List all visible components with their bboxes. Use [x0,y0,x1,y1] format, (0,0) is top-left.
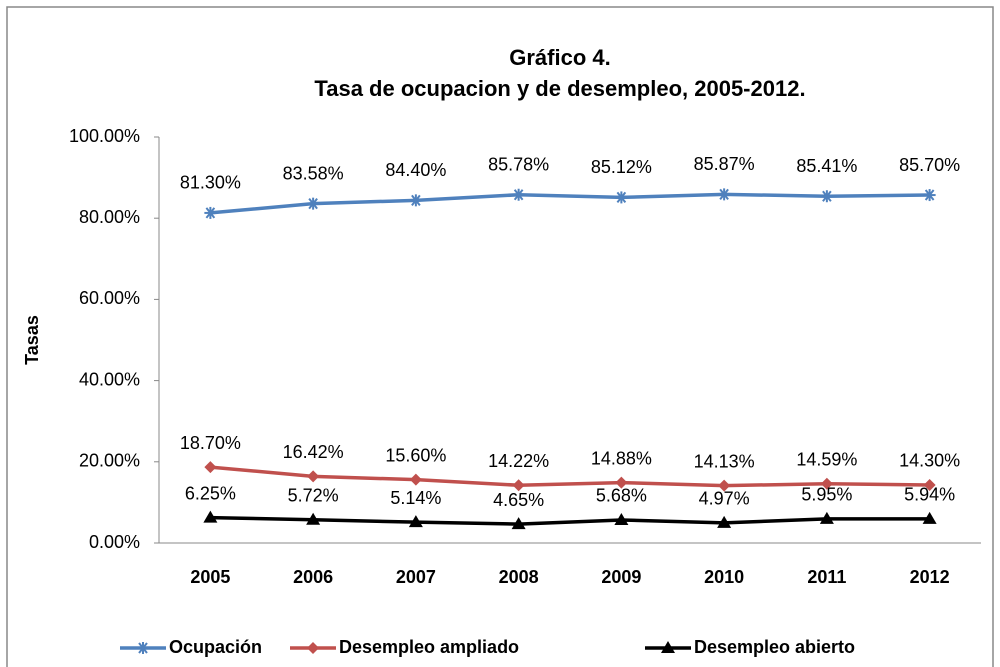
point-marker [307,197,320,210]
point-marker [409,194,422,207]
point-marker [307,470,320,483]
point-marker [306,512,321,525]
y-tick-label: 40.00% [79,369,140,389]
data-label: 5.95% [801,485,852,505]
point-marker [511,517,526,530]
data-label: 18.70% [180,433,241,453]
data-label: 81.30% [180,173,241,193]
x-tick-label: 2006 [293,567,333,587]
point-marker [409,473,422,486]
data-label: 14.22% [488,451,549,471]
point-marker [615,476,628,489]
data-label: 5.68% [596,486,647,506]
data-label: 5.94% [904,485,955,505]
point-marker [512,479,525,492]
x-tick-label: 2009 [601,567,641,587]
point-marker [820,477,833,490]
data-label: 85.87% [694,154,755,174]
point-marker [512,188,525,201]
x-tick-label: 2007 [396,567,436,587]
legend-marker [137,642,149,654]
legend-marker [661,641,675,653]
data-label: 85.12% [591,157,652,177]
point-marker [203,510,218,523]
point-marker [718,188,731,201]
data-label: 15.60% [385,445,446,465]
series-line [210,192,930,215]
data-label: 85.78% [488,154,549,174]
data-label: 6.25% [185,483,236,503]
x-tick-label: 2011 [807,567,846,587]
data-label: 83.58% [283,163,344,183]
data-label: 14.30% [899,451,960,471]
point-marker [408,515,423,528]
data-label: 16.42% [283,442,344,462]
legend-label: Desempleo ampliado [339,637,519,657]
y-axis-label: Tasas [22,315,42,365]
data-label: 5.72% [288,486,339,506]
y-tick-label: 80.00% [79,207,140,227]
x-tick-label: 2008 [499,567,539,587]
point-marker [923,478,936,491]
point-marker [615,191,628,204]
point-marker [922,511,937,524]
x-tick-label: 2012 [910,567,950,587]
point-marker [717,515,732,528]
point-marker [204,461,217,474]
data-label: 14.13% [694,451,755,471]
series-line [210,465,930,488]
point-marker [923,189,936,202]
chart-title: Gráfico 4. [509,45,610,70]
data-label: 85.70% [899,155,960,175]
y-tick-label: 100.00% [69,126,140,146]
data-label: 84.40% [385,160,446,180]
y-tick-label: 0.00% [89,532,140,552]
data-label: 4.65% [493,490,544,510]
legend-label: Desempleo abierto [694,637,855,657]
chart-subtitle: Tasa de ocupacion y de desempleo, 2005-2… [314,76,805,101]
data-label: 4.97% [699,489,750,509]
legend-label: Ocupación [169,637,262,657]
series-line [210,515,930,526]
x-tick-label: 2005 [190,567,230,587]
point-marker [819,511,834,524]
point-marker [204,206,217,219]
y-tick-label: 20.00% [79,451,140,471]
point-marker [820,190,833,203]
x-tick-label: 2010 [704,567,744,587]
point-marker [614,512,629,525]
data-label: 14.59% [796,450,857,470]
data-label: 5.14% [390,488,441,508]
data-label: 85.41% [796,156,857,176]
point-marker [718,479,731,492]
chart-frame [6,6,994,667]
y-tick-label: 60.00% [79,288,140,308]
legend-marker [307,642,319,654]
data-label: 14.88% [591,448,652,468]
